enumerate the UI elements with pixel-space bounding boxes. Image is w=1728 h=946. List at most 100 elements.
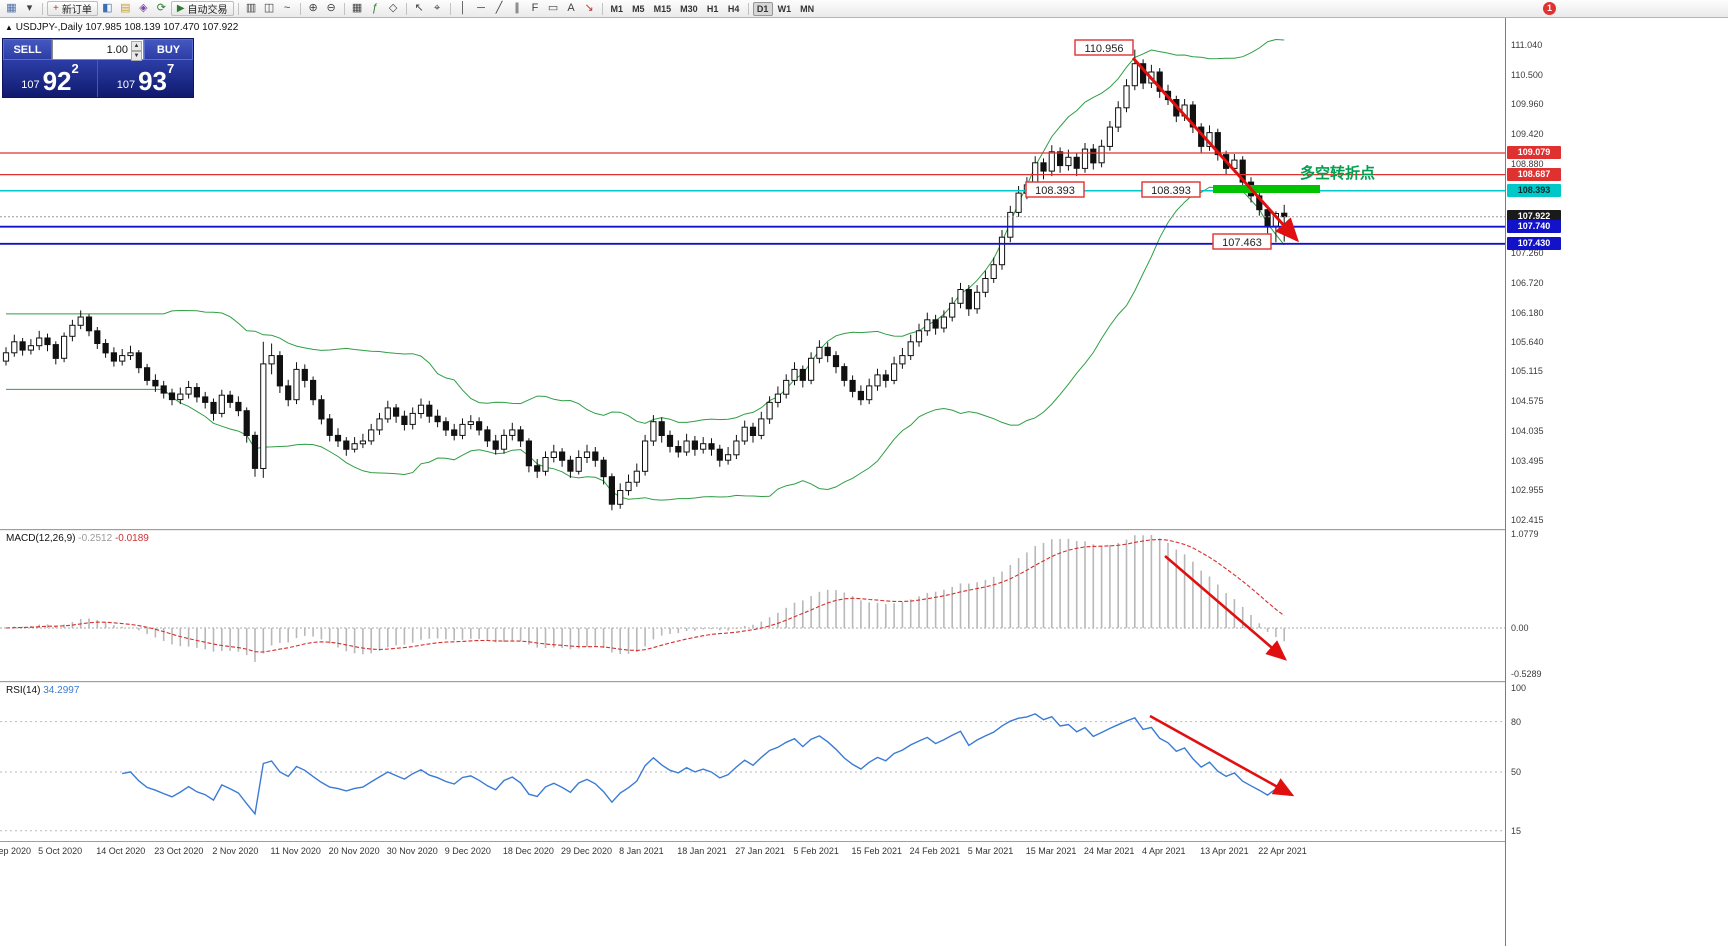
data-window-icon[interactable]: ▤ — [120, 2, 131, 14]
timeframe-button-mn[interactable]: MN — [800, 3, 815, 14]
svg-text:107.463: 107.463 — [1222, 237, 1262, 249]
profiles-dropdown-icon[interactable]: ▾ — [26, 2, 33, 14]
one-click-trading-panel: SELL 1.00 ▲ ▼ BUY 107 92 2 107 93 7 — [2, 38, 194, 98]
level-lines-layer — [0, 152, 1505, 245]
chart-window-icon[interactable]: ▦ — [6, 2, 17, 14]
rsi-tick-label: 100 — [1511, 683, 1527, 693]
text-icon[interactable]: A — [567, 2, 575, 14]
date-tick-label: 4 Apr 2021 — [1142, 846, 1186, 856]
ask-big-digits: 93 — [138, 66, 168, 96]
volume-input[interactable]: 1.00 ▲ ▼ — [52, 39, 144, 61]
bollinger-bands-layer — [6, 38, 1285, 501]
timeframe-button-h4[interactable]: H4 — [727, 3, 740, 14]
new-order-button-label: 新订单 — [61, 5, 92, 16]
shapes-icon[interactable]: ▭ — [547, 2, 559, 14]
date-tick-label: 29 Dec 2020 — [561, 846, 613, 856]
price-axis[interactable]: 111.040 110.500 109.960 109.420 108.880 107.2… — [1505, 18, 1563, 946]
volume-increase-button[interactable]: ▲ — [131, 41, 142, 51]
channel-icon[interactable]: ∥ — [514, 2, 520, 14]
volume-decrease-button[interactable]: ▼ — [131, 51, 142, 61]
symbol-marker-icon: ▲ — [5, 23, 13, 32]
bollinger-lower-band — [6, 186, 1285, 501]
bid-prefix: 107 — [21, 79, 40, 91]
toolbar-separator — [601, 2, 603, 15]
price-annotation-tag: 108.393 — [1025, 181, 1085, 198]
svg-text:110.956: 110.956 — [1085, 43, 1124, 55]
symbol-info-line: ▲ USDJPY-,Daily 107.985 108.139 107.470 … — [5, 22, 238, 33]
timeframe-button-m5[interactable]: M5 — [632, 3, 645, 14]
vertical-line-icon[interactable]: │ — [459, 2, 467, 14]
timeframe-button-d1[interactable]: D1 — [752, 1, 773, 16]
cursor-icon[interactable]: ↖ — [414, 2, 424, 14]
price-tick-label: 104.035 — [1511, 425, 1544, 436]
zoom-out-icon[interactable]: ⊖ — [326, 2, 336, 14]
arrow-tool-icon[interactable]: ↘ — [584, 2, 594, 14]
bar-chart-icon[interactable]: ▥ — [245, 2, 257, 14]
candlestick-chart-icon[interactable]: ◫ — [263, 2, 275, 14]
new-order-button[interactable]: + 新订单 — [47, 1, 98, 16]
rsi-panel-separator[interactable] — [0, 681, 1563, 683]
date-tick-label: 18 Jan 2021 — [677, 846, 727, 856]
price-tick-label: 102.415 — [1511, 514, 1544, 525]
price-tag-109.079: 109.079 — [1507, 145, 1561, 159]
timeframe-button-h1[interactable]: H1 — [706, 3, 719, 14]
tile-windows-icon[interactable]: ▦ — [351, 2, 363, 14]
date-tick-label: 18 Dec 2020 — [502, 846, 554, 856]
market-watch-icon[interactable]: ◧ — [102, 2, 113, 14]
toolbar-separator — [343, 2, 345, 15]
price-tick-label: 106.180 — [1511, 307, 1544, 318]
date-tick-label: 30 Nov 2020 — [386, 846, 438, 856]
rsi-tick-label: 50 — [1511, 767, 1522, 777]
crosshair-icon[interactable]: ⌖ — [433, 2, 441, 14]
svg-text:108.393: 108.393 — [1035, 185, 1075, 197]
macd-signal-line — [5, 538, 1285, 653]
objects-icon[interactable]: ◇ — [388, 2, 398, 14]
rsi-downtrend-arrow — [1149, 714, 1295, 797]
timeframe-button-w1[interactable]: W1 — [777, 3, 792, 14]
price-tick-label: 105.115 — [1511, 366, 1543, 377]
macd-tick-label: -0.5289 — [1511, 669, 1542, 680]
date-tick-label: 13 Apr 2021 — [1200, 846, 1249, 856]
date-tick-label: 9 Dec 2020 — [444, 846, 491, 856]
indicators-icon[interactable]: ƒ — [371, 2, 379, 14]
price-tag-107.740: 107.740 — [1507, 219, 1561, 233]
rsi-panel-canvas[interactable] — [0, 683, 1505, 840]
trendline-icon[interactable]: ╱ — [495, 2, 503, 14]
navigator-icon[interactable]: ◈ — [139, 2, 148, 14]
symbol-name: USDJPY-,Daily — [15, 22, 83, 33]
date-tick-label: 15 Mar 2021 — [1025, 846, 1077, 856]
volume-value: 1.00 — [106, 43, 128, 56]
price-tick-label: 105.640 — [1511, 337, 1544, 348]
price-tag-107.922: 107.922 — [1507, 209, 1561, 223]
toolbar-separator — [299, 2, 301, 15]
buy-button[interactable]: BUY — [144, 39, 193, 60]
date-tick-label: 8 Jan 2021 — [619, 846, 664, 856]
price-tag-107.430: 107.430 — [1507, 236, 1561, 250]
date-tick-label: 22 Apr 2021 — [1258, 846, 1307, 856]
timeframe-button-m30[interactable]: M30 — [680, 3, 698, 14]
macd-panel-separator[interactable] — [0, 529, 1563, 531]
timeframe-button-m15[interactable]: M15 — [653, 3, 672, 14]
macd-panel-canvas[interactable] — [0, 531, 1505, 681]
candles-layer — [2, 49, 1288, 511]
main-chart-canvas[interactable]: 多空转折点 110.956 108.393 108.393 107.463 — [0, 18, 1505, 529]
price-tick-label: 109.960 — [1511, 99, 1544, 110]
zoom-in-icon[interactable]: ⊕ — [308, 2, 318, 14]
bid-big-digits: 92 — [42, 66, 72, 96]
macd-tick-label: 0.00 — [1511, 623, 1529, 633]
date-axis: 25 Sep 2020 5 Oct 2020 14 Oct 2020 23 Oct 2… — [0, 841, 1563, 858]
refresh-icon[interactable]: ⟳ — [156, 2, 166, 14]
date-tick-label: 5 Oct 2020 — [38, 846, 83, 856]
toolbar-separator — [405, 2, 407, 15]
autotrading-button[interactable]: ▶ 自动交易 — [170, 1, 234, 16]
ask-price-display[interactable]: 107 93 7 — [98, 60, 193, 97]
macd-downtrend-arrow — [1164, 555, 1287, 661]
sell-button[interactable]: SELL — [3, 39, 52, 60]
bid-price-display[interactable]: 107 92 2 — [3, 60, 98, 97]
fibonacci-icon[interactable]: F — [531, 2, 539, 14]
horizontal-line-icon[interactable]: ─ — [477, 2, 485, 14]
notification-badge[interactable]: 1 — [1543, 2, 1556, 15]
timeframe-button-m1[interactable]: M1 — [610, 3, 624, 14]
support-zone-bar — [1213, 185, 1320, 193]
line-chart-icon[interactable]: ~ — [283, 2, 291, 14]
